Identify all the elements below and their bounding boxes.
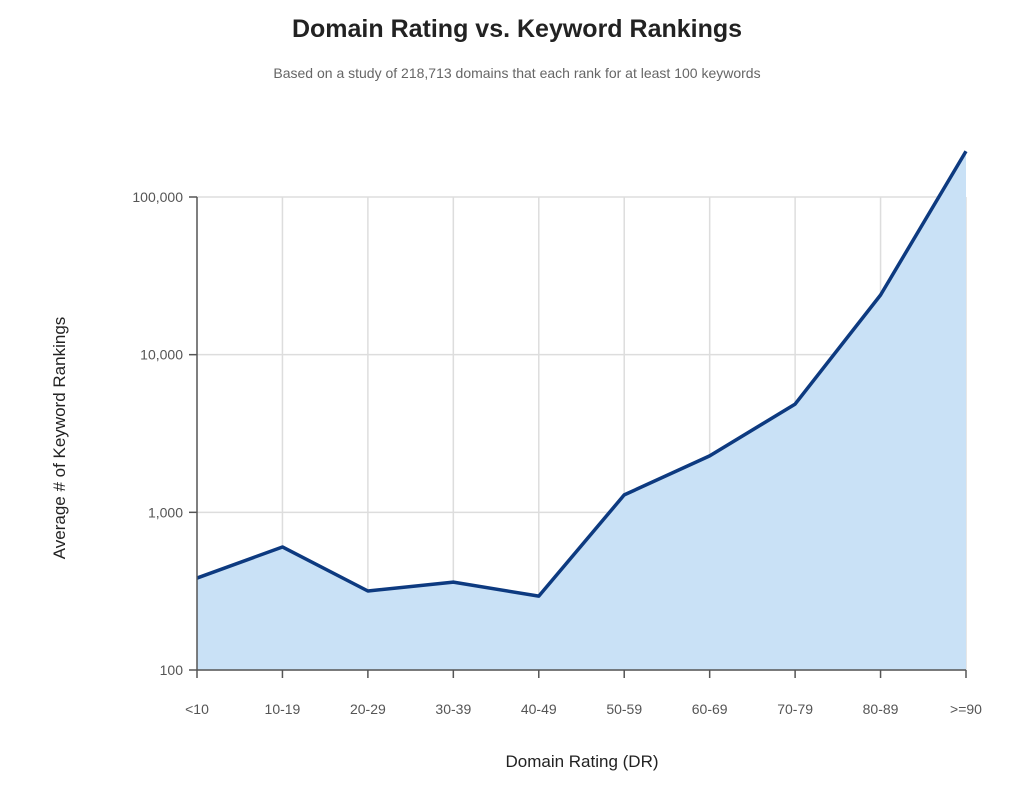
x-tick-label: 40-49 — [521, 701, 557, 717]
x-tick-label: 50-59 — [606, 701, 642, 717]
y-tick-label: 100,000 — [132, 189, 183, 205]
x-tick-label: 10-19 — [265, 701, 301, 717]
chart-title: Domain Rating vs. Keyword Rankings — [292, 15, 742, 43]
x-tick-label: 20-29 — [350, 701, 386, 717]
y-tick-label: 10,000 — [140, 347, 183, 363]
x-tick-labels: <10 10-19 20-29 30-39 40-49 50-59 60-69 70-79 80… — [185, 701, 982, 717]
x-tick-label: >=90 — [950, 701, 982, 717]
axes — [189, 196, 967, 678]
x-tick-label: 60-69 — [692, 701, 728, 717]
x-tick-label: <10 — [185, 701, 209, 717]
x-tick-label: 70-79 — [777, 701, 813, 717]
chart-subtitle: Based on a study of 218,713 domains that… — [273, 65, 760, 81]
series-line — [196, 150, 968, 598]
x-tick-label: 80-89 — [863, 701, 899, 717]
area-fill — [197, 151, 966, 670]
x-tick-label: 30-39 — [435, 701, 471, 717]
y-tick-label: 1,000 — [148, 504, 183, 520]
x-axis-label: Domain Rating (DR) — [505, 752, 658, 771]
y-tick-label: 100 — [160, 662, 184, 678]
y-tick-labels: 100 1,000 10,000 100,000 — [132, 189, 183, 678]
y-axis-label: Average # of Keyword Rankings — [50, 317, 69, 560]
